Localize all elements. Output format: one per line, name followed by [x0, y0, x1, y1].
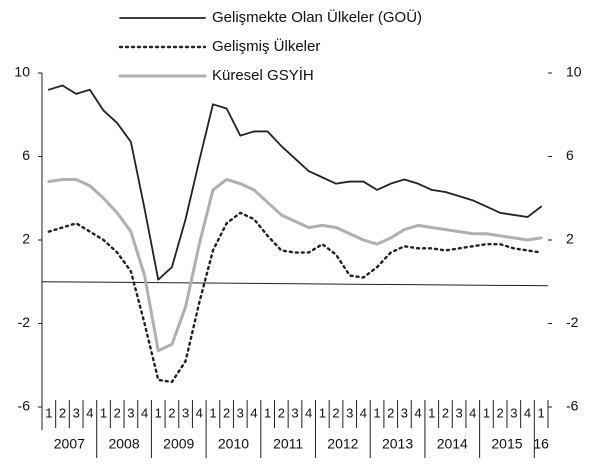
x-tick-label: 2 — [114, 405, 121, 420]
y2-tick-label: 2 — [566, 231, 574, 247]
x-tick-label: 3 — [455, 405, 462, 420]
series-line — [47, 211, 543, 384]
y-tick-label: 10 — [14, 64, 30, 80]
year-label: 2015 — [491, 436, 522, 452]
y2-tick-label: 10 — [566, 64, 582, 80]
x-tick-label: 3 — [291, 405, 298, 420]
x-tick-label: 4 — [305, 405, 312, 420]
x-tick-label: 4 — [141, 405, 148, 420]
y-tick-label: 6 — [22, 147, 30, 163]
year-label: 2009 — [163, 436, 194, 452]
x-tick-label: 2 — [497, 405, 504, 420]
x-tick-label: 2 — [223, 405, 230, 420]
x-tick-label: 4 — [469, 405, 476, 420]
x-tick-label: 4 — [86, 405, 93, 420]
x-tick-label: 3 — [237, 405, 244, 420]
x-tick-label: 2 — [59, 405, 66, 420]
y-tick-label: -2 — [18, 314, 31, 330]
x-tick-label: 1 — [428, 405, 435, 420]
x-tick-label: 4 — [250, 405, 257, 420]
legend-label: Gelişmiş Ülkeler — [212, 37, 320, 55]
x-tick-label: 2 — [168, 405, 175, 420]
series-line — [47, 177, 543, 353]
x-tick-label: 1 — [373, 405, 380, 420]
x-tick-label: 3 — [182, 405, 189, 420]
x-tick-label: 1 — [155, 405, 162, 420]
x-tick-label: 1 — [209, 405, 216, 420]
x-tick-label: 3 — [73, 405, 80, 420]
year-label: 2007 — [54, 436, 85, 452]
x-tick-label: 1 — [538, 405, 545, 420]
year-label: 2013 — [382, 436, 413, 452]
x-tick-label: 1 — [264, 405, 271, 420]
y-tick-label: 2 — [22, 231, 30, 247]
y2-tick-label: 6 — [566, 147, 574, 163]
x-tick-label: 4 — [360, 405, 367, 420]
year-label: 2008 — [108, 436, 139, 452]
y2-tick-label: -2 — [566, 314, 579, 330]
x-tick-label: 2 — [387, 405, 394, 420]
year-label: 2012 — [327, 436, 358, 452]
x-tick-label: 4 — [196, 405, 203, 420]
x-tick-label: 1 — [45, 405, 52, 420]
x-tick-label: 3 — [401, 405, 408, 420]
zero-line — [41, 281, 549, 287]
x-tick-label: 1 — [319, 405, 326, 420]
y2-tick-label: -6 — [566, 398, 579, 414]
x-tick-label: 2 — [278, 405, 285, 420]
legend-label: Küresel GSYİH — [212, 66, 314, 84]
x-tick-label: 3 — [346, 405, 353, 420]
x-tick-label: 2 — [332, 405, 339, 420]
year-label: 2011 — [273, 436, 303, 452]
year-label: 2010 — [218, 436, 249, 452]
x-tick-label: 4 — [414, 405, 421, 420]
series-line — [47, 84, 543, 281]
y-tick-label: -6 — [18, 398, 31, 414]
year-label: 16 — [533, 436, 549, 452]
legend-label: Gelişmekte Olan Ülkeler (GOÜ) — [212, 8, 422, 26]
year-label: 2014 — [437, 436, 468, 452]
x-tick-label: 4 — [524, 405, 531, 420]
x-tick-label: 3 — [127, 405, 134, 420]
x-tick-label: 1 — [483, 405, 490, 420]
x-tick-label: 1 — [100, 405, 107, 420]
x-tick-label: 3 — [510, 405, 517, 420]
x-tick-label: 2 — [442, 405, 449, 420]
